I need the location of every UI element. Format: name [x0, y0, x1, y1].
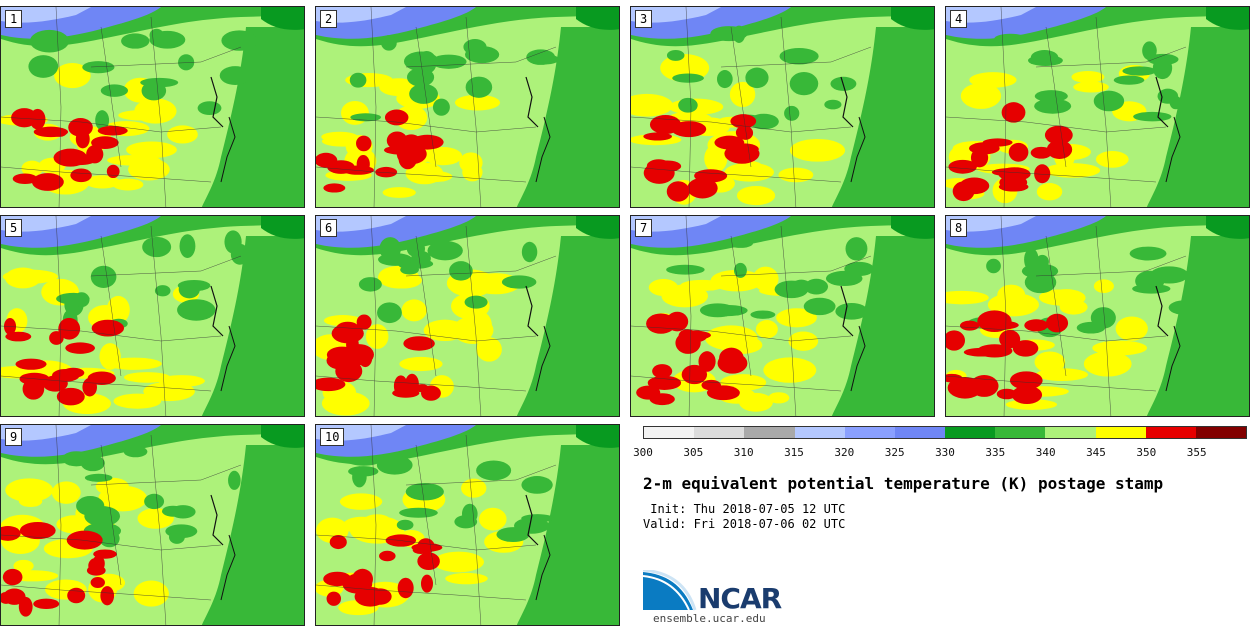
- panel-number-label: 10: [320, 428, 345, 446]
- colorbar-tick-label: 300: [633, 446, 653, 459]
- colorbar-segment: [744, 427, 795, 438]
- colorbar-segment: [1095, 427, 1146, 438]
- colorbar-segment: [794, 427, 845, 438]
- colorbar-segment: [1145, 427, 1196, 438]
- colorbar-tick-label: 310: [733, 446, 754, 459]
- panel-number-label: 4: [950, 10, 968, 28]
- ensemble-member-panel: 1: [0, 6, 305, 208]
- valid-time: Valid: Fri 2018-07-06 02 UTC: [643, 517, 846, 531]
- colorbar-segment: [644, 427, 695, 438]
- ensemble-member-panel: 6: [315, 215, 620, 417]
- panel-number-label: 8: [950, 219, 968, 237]
- panel-number-label: 5: [5, 219, 23, 237]
- colorbar-segment: [1045, 427, 1096, 438]
- panel-number-label: 7: [635, 219, 653, 237]
- ensemble-member-panel: 10: [315, 424, 620, 626]
- ncar-logo-text: NCAR: [698, 582, 782, 615]
- colorbar-tick-label: 350: [1136, 446, 1157, 459]
- ensemble-member-panel: 7: [630, 215, 935, 417]
- ensemble-member-panel: 9: [0, 424, 305, 626]
- ensemble-member-panel: 5: [0, 215, 305, 417]
- colorbar: [643, 426, 1247, 439]
- colorbar-tick-label: 335: [985, 446, 1006, 459]
- colorbar-segment: [1195, 427, 1247, 438]
- colorbar-tick-label: 345: [1086, 446, 1106, 459]
- colorbar-tick-label: 330: [935, 446, 955, 459]
- panel-number-label: 9: [5, 428, 23, 446]
- ensemble-member-panel: 3: [630, 6, 935, 208]
- colorbar-segment: [694, 427, 745, 438]
- init-time: Init: Thu 2018-07-05 12 UTC: [643, 502, 846, 516]
- map-title: 2-m equivalent potential temperature (K)…: [643, 474, 1164, 493]
- site-url[interactable]: ensemble.ucar.edu: [653, 612, 766, 625]
- panel-number-label: 3: [635, 10, 653, 28]
- ensemble-member-panel: 8: [945, 215, 1250, 417]
- ncar-logo-icon: [643, 570, 697, 611]
- panel-number-label: 2: [320, 10, 338, 28]
- colorbar-segment: [894, 427, 946, 438]
- colorbar-segment: [945, 427, 996, 438]
- ensemble-member-panel: 2: [315, 6, 620, 208]
- colorbar-tick-label: 340: [1035, 446, 1056, 459]
- panel-number-label: 6: [320, 219, 338, 237]
- colorbar-tick-label: 315: [784, 446, 804, 459]
- colorbar-tick-label: 305: [683, 446, 704, 459]
- ensemble-member-panel: 4: [945, 6, 1250, 208]
- colorbar-segment: [844, 427, 895, 438]
- colorbar-tick-label: 320: [834, 446, 855, 459]
- panel-number-label: 1: [5, 10, 23, 28]
- colorbar-segment: [995, 427, 1046, 438]
- colorbar-tick-label: 325: [884, 446, 905, 459]
- colorbar-ticks: 300 305 310 315 320 325 330 335 340 345 350 355: [633, 446, 1247, 460]
- colorbar-tick-label: 355: [1186, 446, 1207, 459]
